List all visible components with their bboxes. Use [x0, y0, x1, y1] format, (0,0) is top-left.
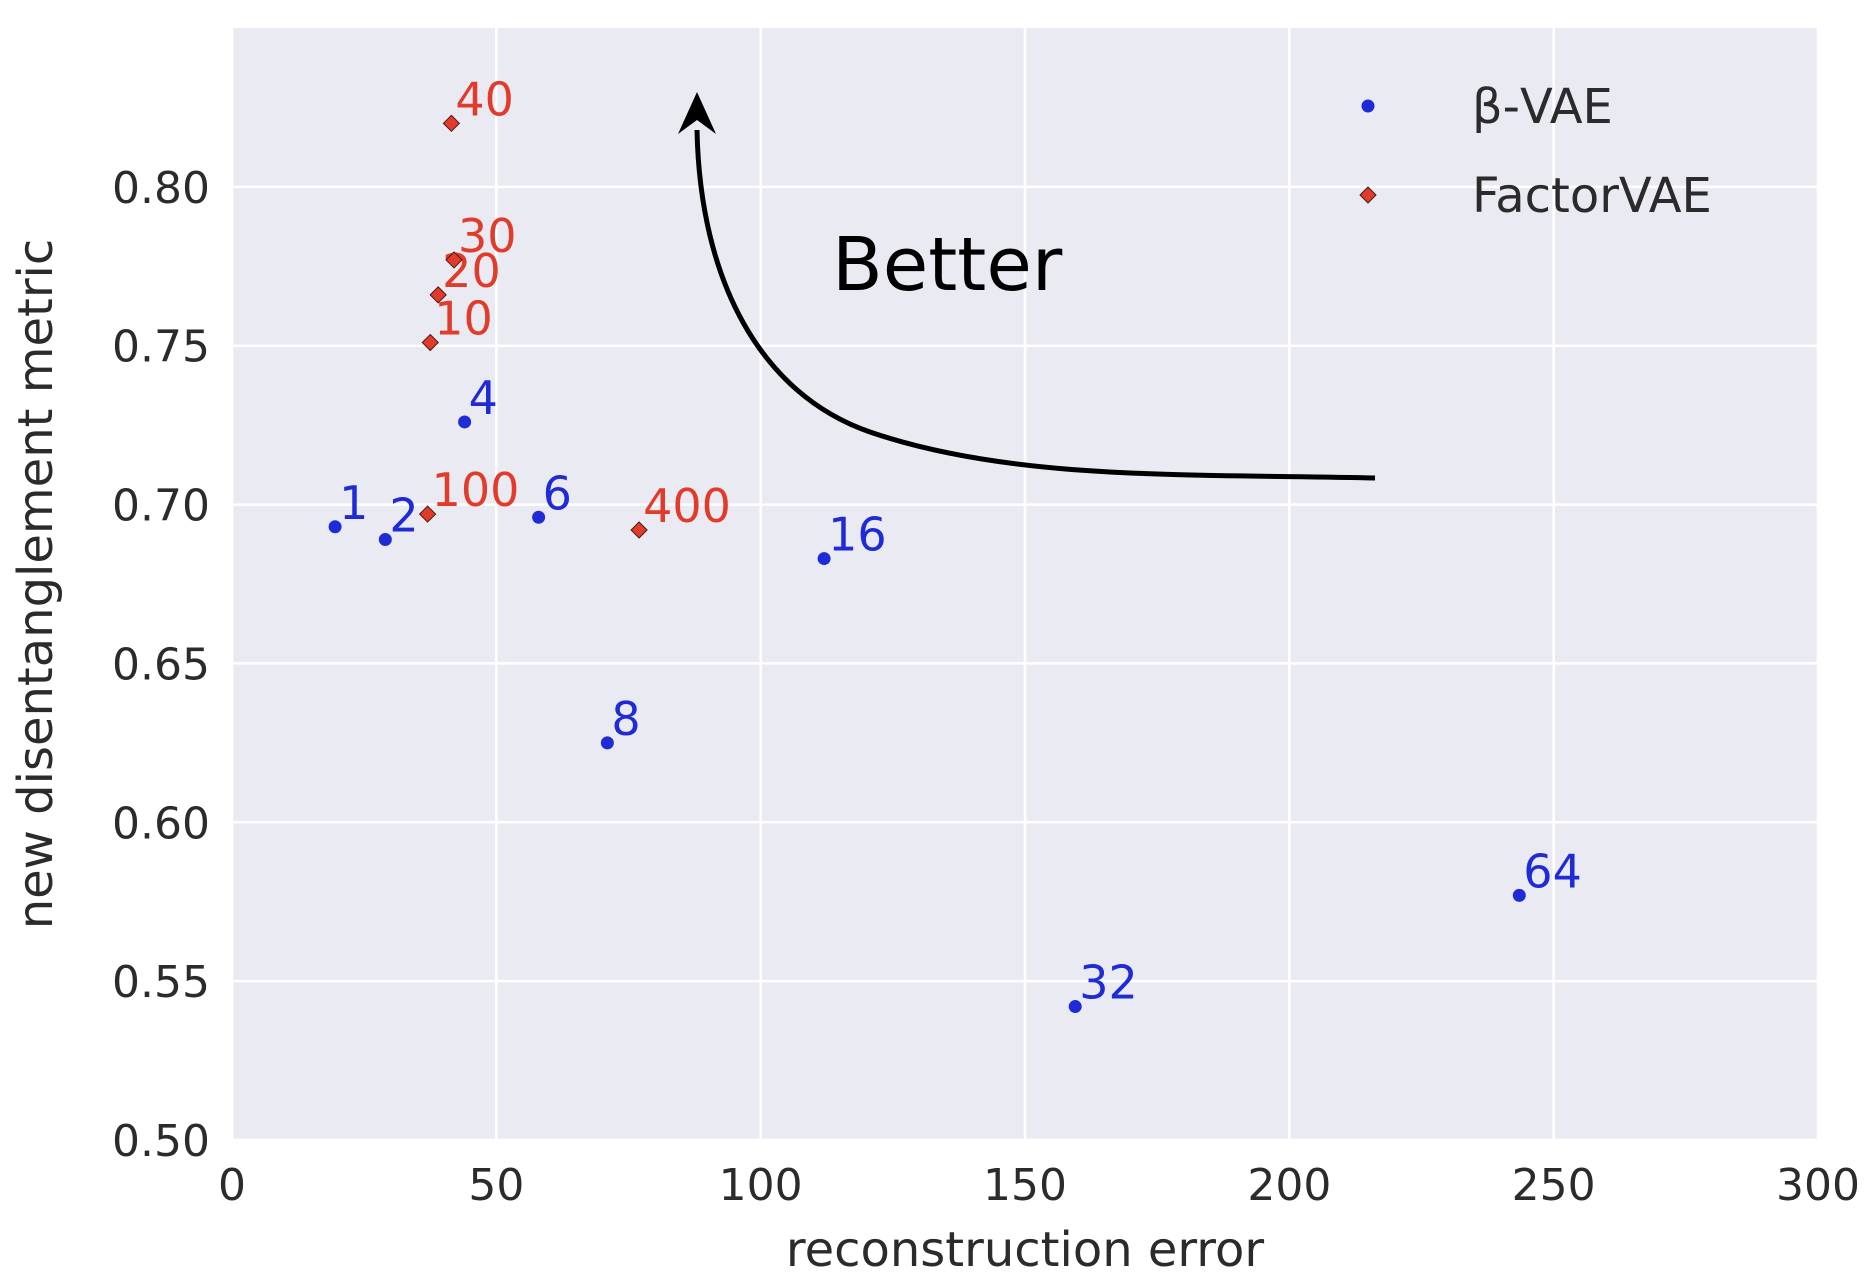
- beta-vae-point: [1068, 1000, 1082, 1014]
- factorvae-point: [630, 521, 648, 539]
- point-label: 10: [434, 292, 493, 346]
- beta-vae-point: [1512, 888, 1526, 902]
- x-tick-label: 200: [1247, 1160, 1331, 1211]
- x-tick-label: 300: [1776, 1160, 1860, 1211]
- beta-vae-point: [328, 520, 342, 534]
- y-axis-label: new disentanglement metric: [8, 239, 64, 930]
- x-axis-label: reconstruction error: [786, 1222, 1264, 1278]
- factorvae-point: [429, 286, 447, 304]
- y-tick-label: 0.80: [112, 163, 210, 214]
- tick-labels: 0 50 100 150 200 250 300 0.50 0.55 0.60 0.65 0.70 0.…: [112, 163, 1860, 1211]
- point-label: 64: [1523, 844, 1582, 898]
- point-label: 6: [543, 466, 572, 520]
- arrow-head: [678, 92, 716, 134]
- better-annotation: Better: [832, 222, 1063, 308]
- point-label: 2: [389, 489, 418, 543]
- x-tick-label: 100: [719, 1160, 803, 1211]
- legend-marker: [1361, 99, 1375, 113]
- legend-entry: β-VAE: [1472, 79, 1613, 135]
- factorvae-point: [418, 505, 437, 523]
- legend: β-VAE FactorVAE: [1359, 79, 1712, 224]
- x-tick-label: 150: [983, 1160, 1067, 1211]
- arrow-curve: [694, 129, 1376, 481]
- y-tick-label: 0.50: [112, 1116, 210, 1167]
- point-label: 30: [458, 209, 517, 263]
- factorvae-point: [445, 251, 463, 269]
- y-tick-label: 0.65: [112, 639, 210, 690]
- point-label: 4: [469, 371, 498, 425]
- legend-marker: [1359, 186, 1377, 204]
- point-label: 100: [432, 463, 520, 517]
- point-label: 32: [1079, 956, 1138, 1010]
- point-label: 400: [643, 479, 731, 533]
- factorvae-point: [442, 114, 461, 133]
- point-label: 16: [828, 508, 887, 562]
- x-tick-label: 250: [1512, 1160, 1596, 1211]
- beta-vae-point: [532, 510, 546, 524]
- beta-vae-point: [458, 415, 472, 429]
- point-label: 40: [455, 72, 514, 126]
- legend-entry: FactorVAE: [1472, 168, 1712, 224]
- y-tick-label: 0.55: [112, 957, 210, 1008]
- x-tick-label: 0: [218, 1160, 246, 1211]
- better-arrow: [678, 92, 1376, 481]
- beta-vae-point: [378, 533, 392, 547]
- point-label: 8: [611, 692, 640, 746]
- x-tick-label: 50: [468, 1160, 524, 1211]
- point-label: 1: [339, 476, 368, 530]
- factorvae-point: [421, 333, 439, 352]
- y-tick-label: 0.75: [112, 322, 210, 373]
- y-tick-label: 0.60: [112, 798, 210, 849]
- point-label: 20: [442, 244, 501, 298]
- beta-vae-point: [817, 552, 831, 566]
- beta-vae-point: [600, 736, 614, 750]
- grid: [230, 28, 1820, 1142]
- y-tick-label: 0.70: [112, 481, 210, 532]
